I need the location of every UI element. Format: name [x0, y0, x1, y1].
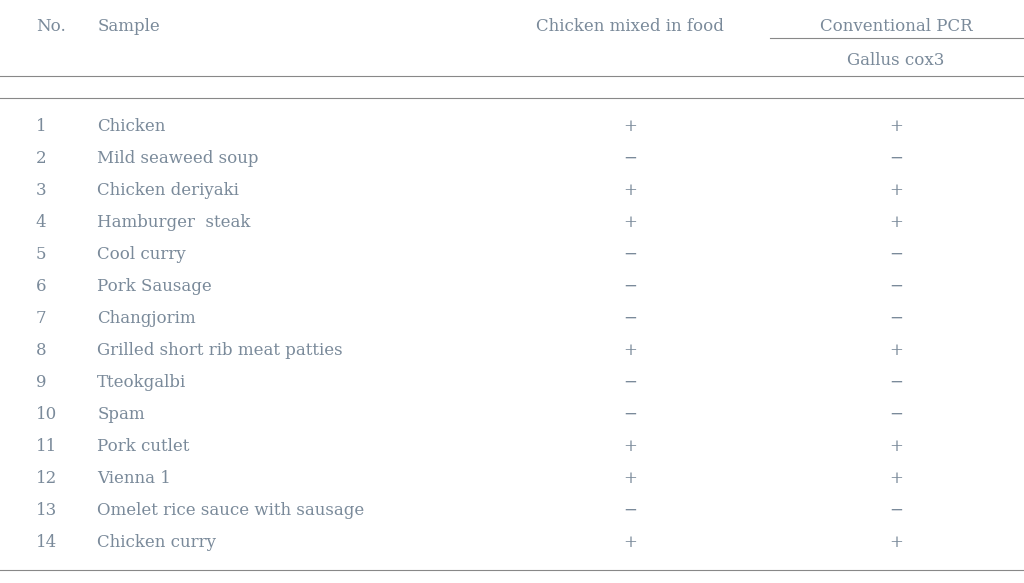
Text: Sample: Sample — [97, 18, 160, 35]
Text: Pork cutlet: Pork cutlet — [97, 438, 189, 455]
Text: +: + — [623, 470, 637, 487]
Text: Conventional PCR: Conventional PCR — [819, 18, 973, 35]
Text: Spam: Spam — [97, 406, 145, 423]
Text: +: + — [889, 438, 903, 455]
Text: Cool curry: Cool curry — [97, 246, 186, 263]
Text: −: − — [623, 406, 637, 423]
Text: 13: 13 — [36, 502, 57, 519]
Text: Tteokgalbi: Tteokgalbi — [97, 374, 186, 391]
Text: No.: No. — [36, 18, 66, 35]
Text: −: − — [623, 246, 637, 263]
Text: +: + — [623, 438, 637, 455]
Text: Chicken mixed in food: Chicken mixed in food — [536, 18, 724, 35]
Text: −: − — [623, 278, 637, 295]
Text: Changjorim: Changjorim — [97, 310, 196, 327]
Text: 10: 10 — [36, 406, 57, 423]
Text: Pork Sausage: Pork Sausage — [97, 278, 212, 295]
Text: Omelet rice sauce with sausage: Omelet rice sauce with sausage — [97, 502, 365, 519]
Text: −: − — [889, 502, 903, 519]
Text: +: + — [889, 214, 903, 231]
Text: 5: 5 — [36, 246, 46, 263]
Text: +: + — [889, 342, 903, 359]
Text: +: + — [623, 214, 637, 231]
Text: Mild seaweed soup: Mild seaweed soup — [97, 150, 259, 167]
Text: −: − — [889, 278, 903, 295]
Text: −: − — [623, 374, 637, 391]
Text: Chicken deriyaki: Chicken deriyaki — [97, 182, 240, 199]
Text: −: − — [623, 502, 637, 519]
Text: −: − — [889, 406, 903, 423]
Text: −: − — [889, 150, 903, 167]
Text: +: + — [623, 182, 637, 199]
Text: 6: 6 — [36, 278, 46, 295]
Text: +: + — [623, 118, 637, 135]
Text: −: − — [623, 150, 637, 167]
Text: 4: 4 — [36, 214, 46, 231]
Text: 11: 11 — [36, 438, 57, 455]
Text: Vienna 1: Vienna 1 — [97, 470, 171, 487]
Text: 1: 1 — [36, 118, 46, 135]
Text: Chicken curry: Chicken curry — [97, 534, 216, 551]
Text: −: − — [889, 310, 903, 327]
Text: +: + — [889, 118, 903, 135]
Text: −: − — [889, 374, 903, 391]
Text: +: + — [623, 342, 637, 359]
Text: −: − — [889, 246, 903, 263]
Text: −: − — [623, 310, 637, 327]
Text: 8: 8 — [36, 342, 46, 359]
Text: +: + — [889, 534, 903, 551]
Text: 2: 2 — [36, 150, 46, 167]
Text: 14: 14 — [36, 534, 57, 551]
Text: +: + — [889, 182, 903, 199]
Text: +: + — [889, 470, 903, 487]
Text: 9: 9 — [36, 374, 46, 391]
Text: 7: 7 — [36, 310, 46, 327]
Text: Gallus cox3: Gallus cox3 — [847, 52, 945, 69]
Text: +: + — [623, 534, 637, 551]
Text: Chicken: Chicken — [97, 118, 166, 135]
Text: Grilled short rib meat patties: Grilled short rib meat patties — [97, 342, 343, 359]
Text: 3: 3 — [36, 182, 46, 199]
Text: Hamburger  steak: Hamburger steak — [97, 214, 251, 231]
Text: 12: 12 — [36, 470, 57, 487]
